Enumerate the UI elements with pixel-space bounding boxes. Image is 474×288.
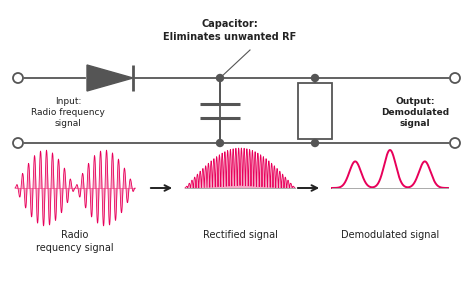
- Text: Input:
Radio frequency
signal: Input: Radio frequency signal: [31, 96, 105, 128]
- Text: Demodulated signal: Demodulated signal: [341, 230, 439, 240]
- Bar: [298, 82, 332, 139]
- Polygon shape: [87, 65, 133, 91]
- Circle shape: [13, 138, 23, 148]
- Text: Rectified signal: Rectified signal: [202, 230, 277, 240]
- Circle shape: [311, 139, 319, 147]
- Circle shape: [13, 73, 23, 83]
- Circle shape: [311, 75, 319, 82]
- Text: Radio
requency signal: Radio requency signal: [36, 230, 114, 253]
- Circle shape: [217, 139, 224, 147]
- Text: Output:
Demodulated
signal: Output: Demodulated signal: [381, 96, 449, 128]
- Text: Capacitor:
Eliminates unwanted RF: Capacitor: Eliminates unwanted RF: [164, 19, 297, 42]
- Circle shape: [217, 75, 224, 82]
- Circle shape: [450, 138, 460, 148]
- Circle shape: [450, 73, 460, 83]
